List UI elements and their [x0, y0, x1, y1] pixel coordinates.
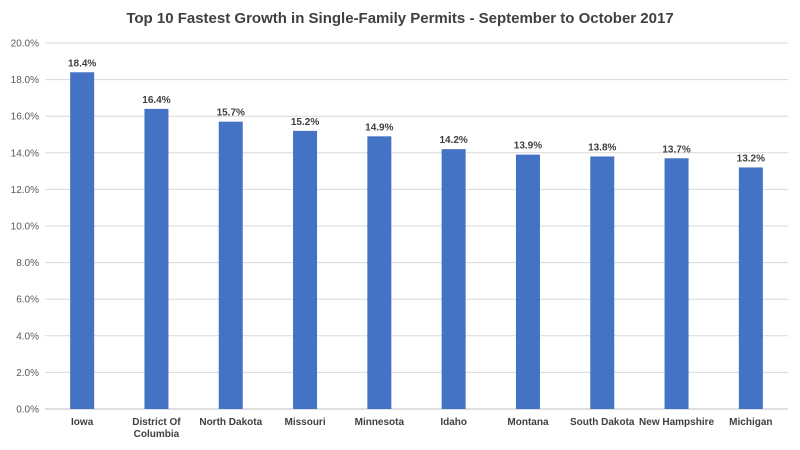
- x-category-label: South Dakota: [570, 417, 635, 428]
- bar: [293, 130, 318, 409]
- y-tick-label: 18.0%: [11, 75, 39, 86]
- data-label: 15.2%: [291, 117, 319, 128]
- x-category-label: Minnesota: [355, 417, 405, 428]
- x-category-label: Iowa: [71, 417, 94, 428]
- bar: [664, 158, 689, 409]
- x-axis-categories: Iowa District Of Columbia North Dakota Misso…: [71, 417, 772, 440]
- x-category-label: Michigan: [729, 417, 772, 428]
- y-axis-ticks: 0.0% 2.0% 4.0% 6.0% 8.0% 10.0% 12.0% 14.0% 16.0%…: [11, 39, 39, 416]
- x-category-label: Missouri: [284, 417, 325, 428]
- y-tick-label: 16.0%: [11, 112, 39, 123]
- data-label: 18.4%: [68, 58, 96, 69]
- bar: [590, 156, 615, 409]
- y-tick-label: 0.0%: [16, 405, 39, 416]
- bar: [738, 167, 763, 409]
- gridlines: [45, 42, 788, 410]
- bars: [70, 72, 763, 409]
- y-tick-label: 12.0%: [11, 185, 39, 196]
- data-label: 13.7%: [662, 144, 690, 155]
- chart-title: Top 10 Fastest Growth in Single-Family P…: [126, 10, 674, 27]
- data-label: 14.2%: [439, 135, 467, 146]
- data-labels: 18.4% 16.4% 15.7% 15.2% 14.9% 14.2% 13.9% 13.8%…: [68, 58, 765, 164]
- y-tick-label: 6.0%: [16, 295, 39, 306]
- y-tick-label: 20.0%: [11, 39, 39, 50]
- bar: [70, 72, 95, 409]
- y-tick-label: 2.0%: [16, 368, 39, 379]
- data-label: 13.2%: [737, 153, 765, 164]
- bar: [218, 121, 243, 409]
- data-label: 13.9%: [514, 141, 542, 152]
- x-category-label: North Dakota: [199, 417, 262, 428]
- data-label: 16.4%: [142, 95, 170, 106]
- y-tick-label: 14.0%: [11, 148, 39, 159]
- x-category-label: New Hampshire: [639, 417, 714, 428]
- y-tick-label: 4.0%: [16, 331, 39, 342]
- y-tick-label: 10.0%: [11, 222, 39, 233]
- bar: [515, 154, 540, 409]
- y-tick-label: 8.0%: [16, 258, 39, 269]
- x-category-label: Montana: [507, 417, 549, 428]
- data-label: 14.9%: [365, 122, 393, 133]
- bar: [144, 108, 169, 409]
- data-label: 15.7%: [217, 108, 245, 119]
- data-label: 13.8%: [588, 142, 616, 153]
- bar: [367, 136, 392, 409]
- bar: [441, 149, 466, 409]
- x-category-label: District Of Columbia: [132, 417, 181, 440]
- x-category-label: Idaho: [440, 417, 467, 428]
